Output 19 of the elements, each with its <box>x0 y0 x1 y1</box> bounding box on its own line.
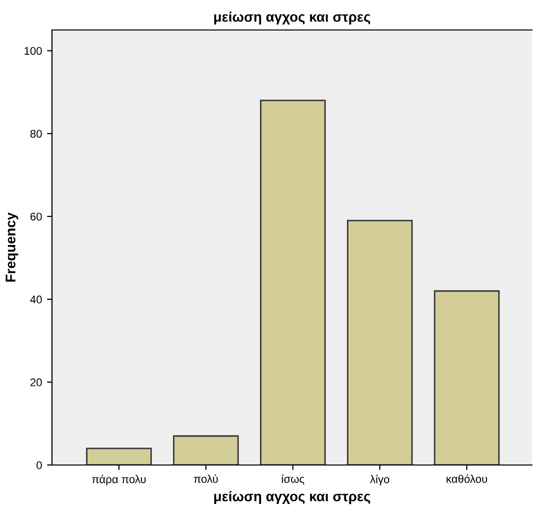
bar <box>434 290 500 465</box>
y-tick-label: 0 <box>36 461 42 470</box>
y-tick-label: 100 <box>24 46 42 55</box>
x-tick-label: ίσως <box>282 474 304 485</box>
chart-title: μείωση αγχος και στρες <box>214 11 370 25</box>
y-tick-label: 40 <box>30 296 42 304</box>
x-tick-label: πολύ <box>194 474 218 483</box>
x-axis-title: μείωση αγχος και στρες <box>214 490 370 504</box>
bar <box>86 448 152 465</box>
x-tick-label: πάρα πολυ <box>92 474 146 486</box>
bar <box>173 435 239 465</box>
y-tick-label: 80 <box>30 130 42 138</box>
y-tick-label: 60 <box>30 212 42 221</box>
x-tick-label: λίγο <box>370 474 390 486</box>
y-axis-title: Frequency <box>6 212 18 282</box>
bar <box>260 100 326 465</box>
bar <box>346 220 413 465</box>
x-tick-label: καθόλου <box>446 474 488 483</box>
y-tick-label: 20 <box>30 378 42 386</box>
